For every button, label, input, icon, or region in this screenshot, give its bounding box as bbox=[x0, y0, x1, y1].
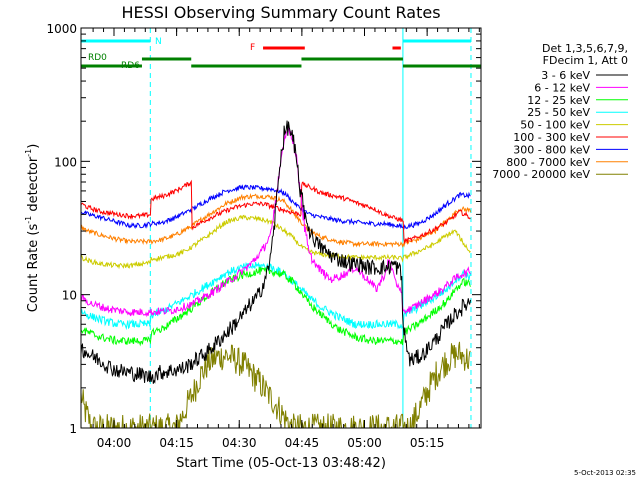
y-tick-label-1: 10 bbox=[62, 289, 77, 303]
legend-label-0: 3 - 6 keV bbox=[541, 69, 590, 82]
y-axis-label-part-3: ) bbox=[26, 144, 41, 149]
y-axis-label-part-2: detector bbox=[26, 156, 41, 216]
legend-label-3: 25 - 50 keV bbox=[527, 106, 590, 119]
x-tick-label-3: 04:45 bbox=[285, 436, 320, 450]
rd6-label: RD6 bbox=[121, 61, 140, 71]
x-axis-label: Start Time (05-Oct-13 03:48:42) bbox=[176, 456, 386, 471]
x-tick-label-2: 04:30 bbox=[222, 436, 257, 450]
series-line-300-800kev bbox=[81, 184, 471, 230]
legend-header-line-2: FDecim 1, Att 0 bbox=[543, 54, 628, 67]
y-tick-label-0: 1 bbox=[69, 422, 77, 436]
legend-label-7: 800 - 7000 keV bbox=[506, 156, 590, 169]
x-tick-label-5: 05:15 bbox=[410, 436, 445, 450]
legend-header-line-1: Det 1,3,5,6,7,9, bbox=[542, 42, 628, 55]
chart-title: HESSI Observing Summary Count Rates bbox=[121, 3, 440, 22]
y-axis-label: Count Rate (s-1 detector-1) bbox=[24, 144, 41, 313]
legend: Det 1,3,5,6,7,9, FDecim 1, Att 0 3 - 6 k… bbox=[492, 42, 628, 181]
legend-label-2: 12 - 25 keV bbox=[527, 94, 590, 107]
x-tick-label-1: 04:15 bbox=[159, 436, 194, 450]
rd0-label: RD0 bbox=[88, 53, 107, 63]
y-axis-label-exponent-1: -1 bbox=[24, 216, 33, 224]
y-tick-label-2: 100 bbox=[54, 155, 77, 169]
series-line-3-6kev bbox=[81, 120, 471, 384]
legend-label-8: 7000 - 20000 keV bbox=[492, 168, 590, 181]
y-axis-label-part-1: Count Rate (s bbox=[26, 224, 41, 313]
footer-timestamp: 5-Oct-2013 02:35 bbox=[574, 469, 636, 477]
legend-label-4: 50 - 100 keV bbox=[520, 119, 590, 132]
plot-area: N F RD0 RD6 bbox=[81, 28, 481, 428]
legend-label-6: 300 - 800 keV bbox=[513, 143, 590, 156]
night-label: N bbox=[155, 37, 162, 47]
axes: 04:00 04:15 04:30 04:45 05:00 05:15 1 10 100 1000 bbox=[46, 22, 481, 450]
series-line-50-100kev bbox=[81, 214, 471, 270]
legend-label-5: 100 - 300 keV bbox=[513, 131, 590, 144]
x-tick-label-4: 05:00 bbox=[347, 436, 382, 450]
flare-label: F bbox=[250, 43, 255, 53]
x-tick-label-0: 04:00 bbox=[97, 436, 132, 450]
series-line-7000-20000kev bbox=[81, 341, 471, 428]
y-tick-label-3: 1000 bbox=[46, 22, 77, 36]
y-axis-label-exponent-2: -1 bbox=[24, 149, 33, 157]
series-line-12-25kev bbox=[81, 266, 471, 347]
legend-label-1: 6 - 12 keV bbox=[534, 81, 590, 94]
